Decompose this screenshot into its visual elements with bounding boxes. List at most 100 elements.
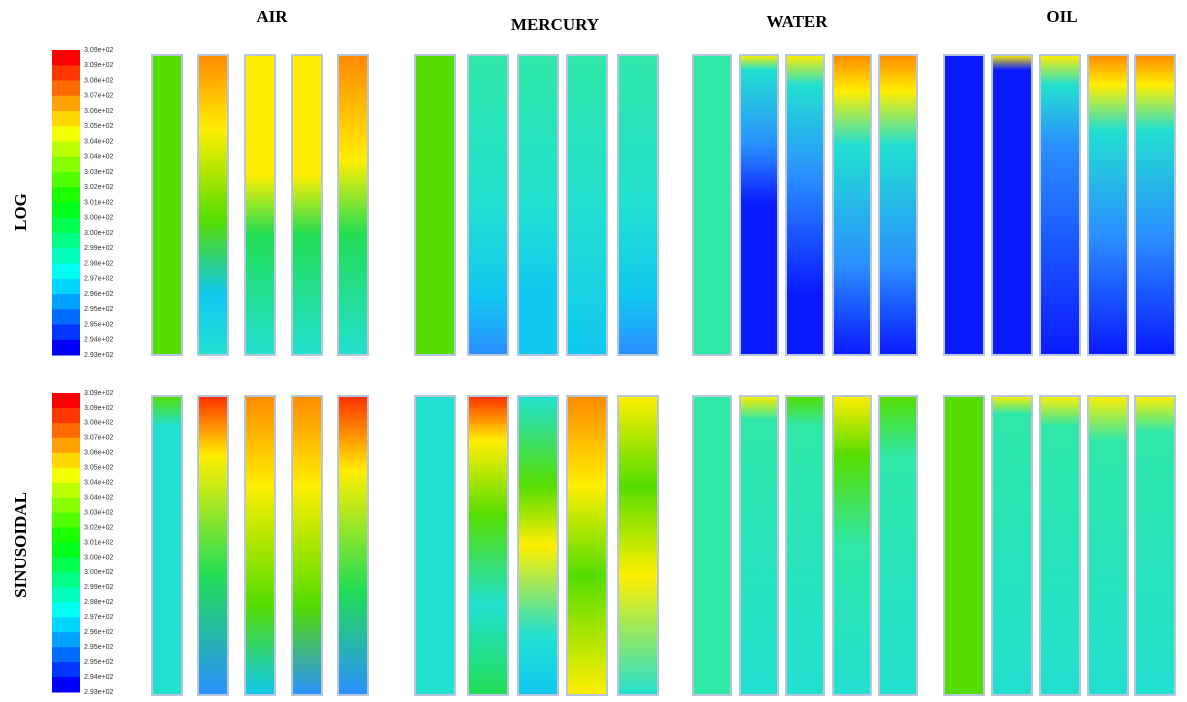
contour-panel [152,396,182,695]
contour-panel [518,396,558,695]
colorbar-band [52,264,80,280]
colorbar-band [52,233,80,249]
contour-panel [152,55,182,355]
colorbar-label: 2.96e+02 [84,629,113,636]
colorbar-label: 3.09e+02 [84,390,113,397]
colorbar-band [52,218,80,234]
contour-panel [992,396,1032,695]
contour-panel [740,396,778,695]
contour-panel [944,55,984,355]
colorbar-band [52,203,80,219]
contour-panel [944,396,984,695]
colorbar-label: 2.94e+02 [84,337,113,344]
colorbar-label: 3.09e+02 [84,47,113,54]
colorbar-label: 3.03e+02 [84,509,113,516]
colorbar-band [52,50,80,66]
colorbar-band [52,513,80,528]
column-title: AIR [256,7,288,26]
colorbar-band [52,647,80,662]
colorbar-label: 3.03e+02 [84,169,113,176]
colorbar-label: 3.01e+02 [84,199,113,206]
contour-panel [786,55,824,355]
contour-panel [992,55,1032,355]
colorbar-band [52,453,80,468]
colorbar-band [52,126,80,142]
colorbar-label: 2.96e+02 [84,291,113,298]
column-title: MERCURY [511,15,599,34]
colorbar-label: 3.00e+02 [84,554,113,561]
colorbar-band [52,498,80,513]
contour-panel [618,55,658,355]
colorbar-band [52,111,80,127]
contour-panel [567,55,607,355]
colorbar-band [52,279,80,295]
contour-panel [786,396,824,695]
colorbar-band [52,157,80,173]
colorbar-label: 3.02e+02 [84,184,113,191]
contour-panel [833,396,871,695]
contour-panel [618,396,658,695]
figure: AIR MERCURY WATER OIL LOG SINUSOIDAL 3.0… [0,0,1187,702]
contour-panel [1088,396,1128,695]
colorbar-label: 3.07e+02 [84,435,113,442]
colorbar-band [52,142,80,158]
colorbar-band [52,468,80,483]
colorbar-label: 3.04e+02 [84,138,113,145]
contour-panel [879,55,917,355]
colorbar-band [52,632,80,647]
colorbar-band [52,393,80,408]
colorbar-band [52,587,80,602]
colorbar-band [52,172,80,188]
contour-panel [740,55,778,355]
colorbar-band [52,65,80,81]
colorbar-band [52,602,80,617]
contour-panel [693,55,731,355]
contour-panel [198,396,228,695]
colorbar-label: 2.98e+02 [84,260,113,267]
colorbar-label: 2.99e+02 [84,584,113,591]
contour-panel [338,55,368,355]
colorbar-label: 2.95e+02 [84,306,113,313]
contour-panel [693,396,731,695]
colorbar-label: 3.06e+02 [84,450,113,457]
colorbar-label: 3.04e+02 [84,494,113,501]
colorbar-label: 3.09e+02 [84,62,113,69]
colorbar-label: 2.93e+02 [84,689,113,696]
colorbar-band [52,662,80,677]
colorbar-label: 3.05e+02 [84,465,113,472]
colorbar-band [52,677,80,692]
contour-panel [833,55,871,355]
colorbar-label: 2.93e+02 [84,352,113,359]
contour-panel [879,396,917,695]
colorbar-label: 2.94e+02 [84,674,113,681]
column-title: OIL [1046,7,1077,26]
contour-panel [518,55,558,355]
colorbar-label: 2.97e+02 [84,614,113,621]
contour-panel [1135,396,1175,695]
contour-panel [292,396,322,695]
colorbar-band [52,528,80,543]
colorbar-band [52,294,80,310]
colorbar-band [52,325,80,341]
colorbar-band [52,557,80,572]
colorbar-band [52,187,80,203]
row-label: SINUSOIDAL [11,492,30,598]
contour-panel [292,55,322,355]
row-label: LOG [11,193,30,231]
colorbar-label: 2.95e+02 [84,659,113,666]
contour-panel [1040,396,1080,695]
colorbar-band [52,96,80,112]
colorbar-band [52,81,80,97]
column-title: WATER [766,12,828,31]
colorbar-band [52,340,80,356]
colorbar-band [52,543,80,558]
contour-panel [1040,55,1080,355]
contour-panel [415,396,455,695]
contour-panel [468,55,508,355]
contour-panel [1135,55,1175,355]
colorbar-band [52,617,80,632]
colorbar-label: 3.07e+02 [84,93,113,100]
colorbar-label: 2.99e+02 [84,245,113,252]
colorbar-band [52,248,80,264]
colorbar-label: 3.01e+02 [84,539,113,546]
